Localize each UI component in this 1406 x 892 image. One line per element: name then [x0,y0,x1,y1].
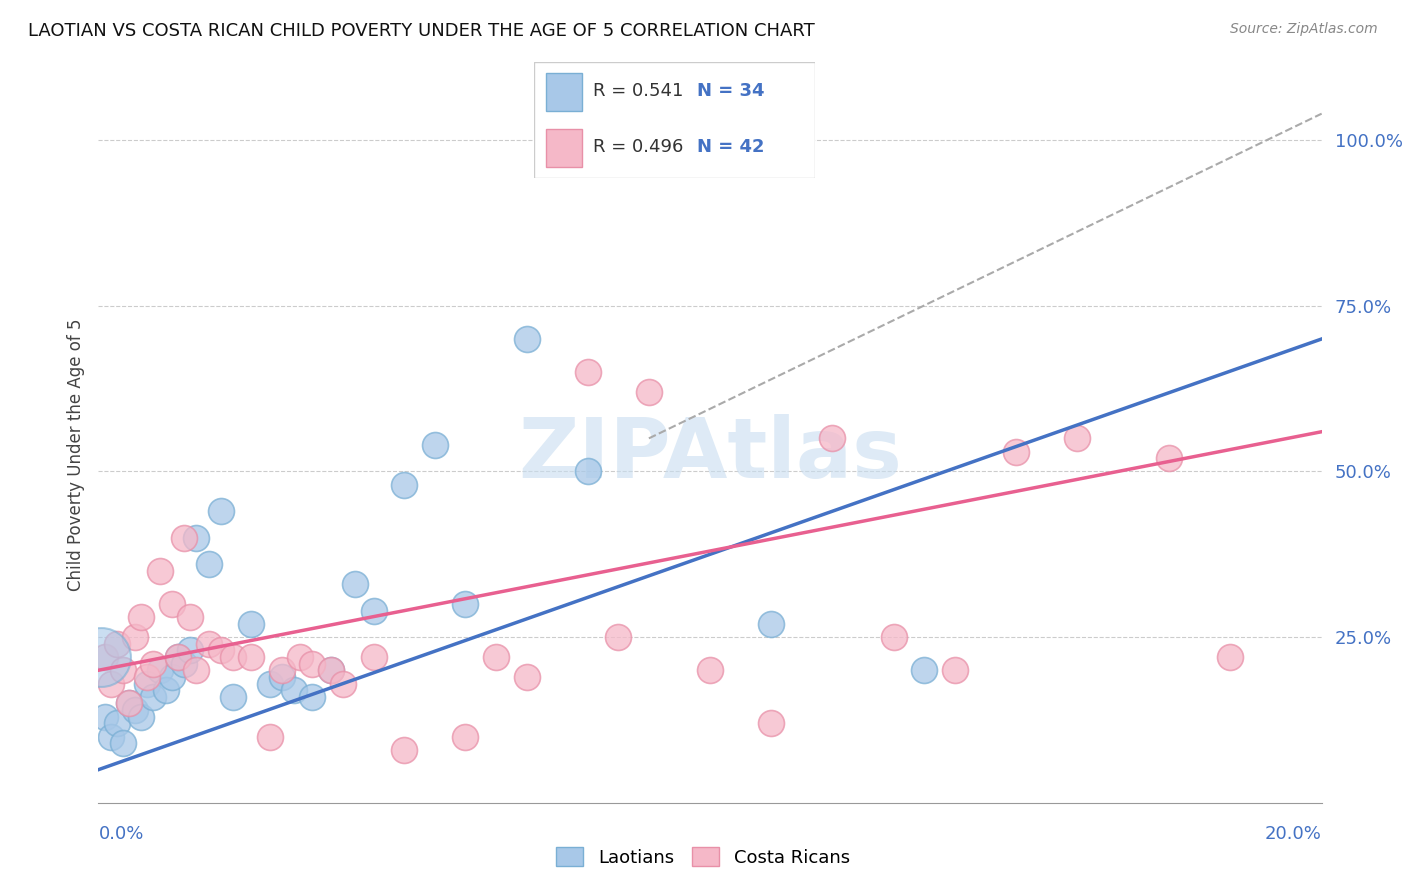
Point [93,650,115,665]
Point [699,663,721,677]
Point [167,650,190,665]
Point [222,690,245,704]
Point [363,604,385,618]
Point [259,676,281,690]
FancyBboxPatch shape [546,128,582,167]
Point [290,650,312,665]
Point [129,709,152,723]
Point [607,630,630,644]
Point [392,743,416,757]
Point [179,610,201,624]
Point [118,697,141,711]
Point [240,616,263,631]
Point [301,657,323,671]
Point [883,630,905,644]
Point [332,676,354,690]
Point [209,643,232,657]
Point [186,531,208,545]
Point [1004,444,1026,458]
Point [186,663,208,677]
Point [319,663,342,677]
Point [270,663,292,677]
Point [209,504,232,518]
Point [197,558,219,572]
Text: N = 42: N = 42 [697,138,765,156]
Point [637,384,661,399]
Point [149,663,172,677]
Point [197,637,219,651]
Text: LAOTIAN VS COSTA RICAN CHILD POVERTY UNDER THE AGE OF 5 CORRELATION CHART: LAOTIAN VS COSTA RICAN CHILD POVERTY UND… [28,22,815,40]
Point [363,650,385,665]
Point [93,709,115,723]
Point [155,683,177,698]
Point [142,690,165,704]
Point [1219,650,1241,665]
Point [129,610,152,624]
Point [283,683,305,698]
Text: R = 0.496: R = 0.496 [593,138,683,156]
Point [576,465,599,479]
Point [392,477,416,491]
Point [240,650,263,665]
Legend: Laotians, Costa Ricans: Laotians, Costa Ricans [550,840,856,874]
Point [167,650,190,665]
Point [105,637,128,651]
Text: Source: ZipAtlas.com: Source: ZipAtlas.com [1230,22,1378,37]
Point [142,657,165,671]
Point [270,670,292,684]
Point [943,663,966,677]
Point [222,650,245,665]
Point [759,716,782,731]
Point [160,597,183,611]
Point [111,663,134,677]
Point [90,650,112,665]
Point [423,438,446,452]
Y-axis label: Child Poverty Under the Age of 5: Child Poverty Under the Age of 5 [66,318,84,591]
Point [301,690,323,704]
Point [179,643,201,657]
Point [1157,451,1180,466]
Point [105,716,128,731]
Point [344,577,367,591]
Point [100,730,122,744]
Text: N = 34: N = 34 [697,82,765,101]
Point [160,670,183,684]
Point [111,736,134,750]
Text: 20.0%: 20.0% [1265,825,1322,843]
Text: R = 0.541: R = 0.541 [593,82,683,101]
Point [821,431,844,445]
Point [124,703,146,717]
Point [454,597,477,611]
Point [173,531,195,545]
Point [136,676,159,690]
Point [912,663,935,677]
FancyBboxPatch shape [546,73,582,112]
Point [516,670,538,684]
Point [759,616,782,631]
Point [259,730,281,744]
Point [319,663,342,677]
Point [454,730,477,744]
Point [118,697,141,711]
Point [173,657,195,671]
Point [576,365,599,379]
Text: 0.0%: 0.0% [98,825,143,843]
Text: ZIPAtlas: ZIPAtlas [517,415,903,495]
Point [149,564,172,578]
Point [136,670,159,684]
Point [124,630,146,644]
FancyBboxPatch shape [534,62,815,178]
Point [516,332,538,346]
Point [485,650,508,665]
Point [1066,431,1088,445]
Point [100,676,122,690]
